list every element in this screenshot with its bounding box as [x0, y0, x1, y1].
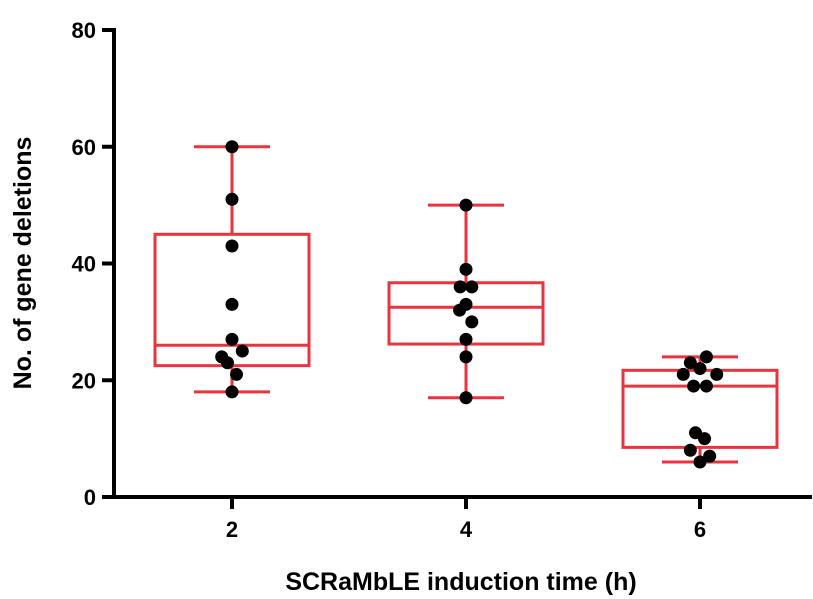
data-point: [683, 443, 697, 457]
x-tick-label: 6: [694, 517, 706, 542]
data-point: [693, 362, 707, 376]
data-point: [235, 344, 249, 358]
data-point: [703, 449, 717, 463]
data-point: [699, 379, 713, 393]
y-tick-label: 40: [72, 252, 96, 277]
box-2: [153, 145, 311, 394]
data-point: [230, 367, 244, 381]
data-point: [693, 455, 707, 469]
data-point: [676, 367, 690, 381]
x-axis-title: SCRaMbLE induction time (h): [285, 568, 636, 596]
x-tick-label: 4: [460, 517, 473, 542]
data-point: [459, 262, 473, 276]
x-axis: 2 4 6: [112, 495, 812, 542]
data-point: [687, 379, 701, 393]
point-series: [215, 140, 724, 469]
data-point: [465, 280, 479, 294]
data-point: [220, 356, 234, 370]
data-point: [225, 297, 239, 311]
data-point: [225, 385, 239, 399]
data-point: [459, 391, 473, 405]
data-point: [459, 332, 473, 346]
data-point: [459, 350, 473, 364]
data-point: [225, 140, 239, 154]
data-point: [225, 332, 239, 346]
y-axis: 0 20 40 60 80: [72, 18, 116, 510]
y-tick-label: 20: [72, 368, 96, 393]
y-tick-label: 0: [84, 485, 96, 510]
data-point: [710, 367, 724, 381]
data-point: [453, 280, 467, 294]
data-point: [225, 192, 239, 206]
data-point: [698, 432, 712, 446]
data-point: [453, 303, 467, 317]
data-point: [225, 239, 239, 253]
y-tick-label: 60: [72, 135, 96, 160]
y-axis-title: No. of gene deletions: [9, 137, 37, 390]
data-point: [699, 350, 713, 364]
data-point: [465, 315, 479, 329]
x-tick-label: 2: [226, 517, 238, 542]
y-tick-label: 80: [72, 18, 96, 43]
data-point: [683, 356, 697, 370]
data-point: [459, 198, 473, 212]
